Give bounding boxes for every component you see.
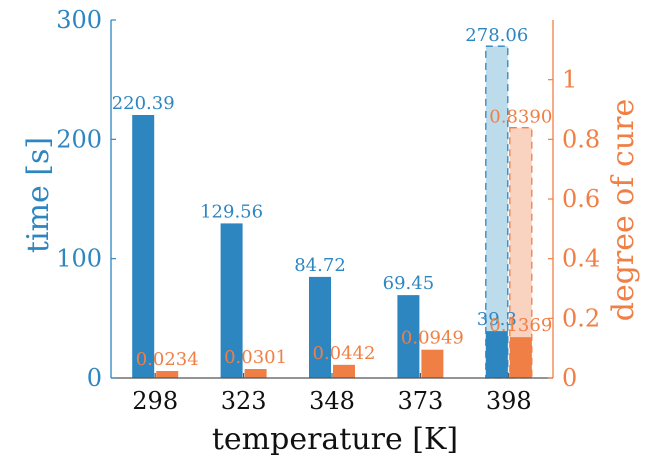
data-label-right-373: 0.0949 xyxy=(401,328,464,349)
y2-tick-label-0.6: 0.6 xyxy=(562,185,600,213)
data-label-right-298: 0.0234 xyxy=(136,349,199,370)
data-label-left-298: 220.39 xyxy=(112,93,175,114)
x-tick-label-373: 373 xyxy=(397,387,443,415)
y-tick-label-0: 0 xyxy=(87,364,102,392)
data-label-right-323: 0.0301 xyxy=(224,347,287,368)
y-tick-label-300: 300 xyxy=(56,6,102,34)
bar-right-398 xyxy=(509,337,532,378)
data-label-right-348: 0.0442 xyxy=(313,343,376,364)
y-tick-label-100: 100 xyxy=(56,245,102,273)
data-label-extra-left-398: 278.06 xyxy=(465,25,528,46)
data-labels: 278.060.8390220.39129.5684.7269.4539.30.… xyxy=(112,25,553,370)
bar-left-298 xyxy=(132,115,155,378)
data-label-extra-right-398: 0.8390 xyxy=(489,107,552,128)
y2-tick-label-0.2: 0.2 xyxy=(562,304,600,332)
x-tick-label-398: 398 xyxy=(486,387,532,415)
y2-tick-label-0: 0 xyxy=(562,364,577,392)
x-tick-label-298: 298 xyxy=(132,387,178,415)
y2-tick-label-0.4: 0.4 xyxy=(562,245,600,273)
bar-left-323 xyxy=(220,223,243,378)
bar-extra-right-398 xyxy=(509,127,533,379)
bar-right-298 xyxy=(156,371,179,378)
data-label-left-323: 129.56 xyxy=(200,201,263,222)
y2-axis-title: degree of cure xyxy=(606,99,641,321)
bar-left-373 xyxy=(397,295,420,378)
y2-tick-label-0.8: 0.8 xyxy=(562,125,600,153)
bar-left-398 xyxy=(485,331,508,378)
x-tick-label-348: 348 xyxy=(309,387,355,415)
bar-left-348 xyxy=(309,276,331,378)
y-tick-label-200: 200 xyxy=(56,125,102,153)
data-label-left-398: 39.3 xyxy=(477,309,517,330)
data-label-left-373: 69.45 xyxy=(383,273,435,294)
y2-tick-label-1: 1 xyxy=(562,66,577,94)
bar-right-323 xyxy=(244,369,267,378)
data-label-left-348: 84.72 xyxy=(294,255,346,276)
bar-right-373 xyxy=(421,349,444,378)
x-tick-label-323: 323 xyxy=(221,387,267,415)
x-axis-title: temperature [K] xyxy=(212,422,458,457)
bar-right-348 xyxy=(333,364,355,378)
data-label-right-398: 0.1369 xyxy=(489,315,552,336)
y-axis-title: time [s] xyxy=(21,137,56,253)
ticks: 0 100 200 300 0 0.2 0.4 0.6 0.8 1 298 323 348 373 398 xyxy=(56,6,600,415)
bars xyxy=(132,115,532,378)
